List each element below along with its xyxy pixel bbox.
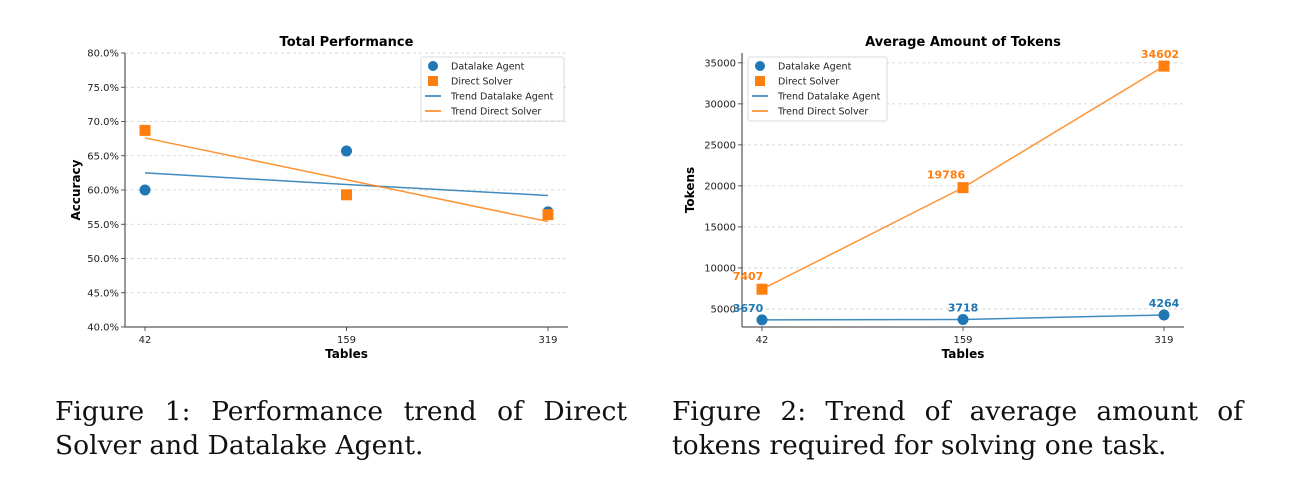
x-tick-label: 42 xyxy=(756,335,769,346)
figure-2-caption: Figure 2: Trend of average amount of tok… xyxy=(672,396,1243,461)
x-tick-label: 159 xyxy=(953,335,972,346)
y-axis-label: Accuracy xyxy=(69,159,83,220)
y-tick-label: 45.0% xyxy=(87,288,119,299)
y-tick-label: 70.0% xyxy=(87,117,119,128)
y-tick-label: 65.0% xyxy=(87,151,119,162)
chart-total-performance: 40.0% 45.0% 50.0% 55.0% 60.0% 65.0% 70.0% 75.0%… xyxy=(0,0,640,380)
legend-box xyxy=(747,56,888,122)
legend-label-direct-solver: Direct Solver xyxy=(778,77,839,88)
legend-label-trend-direct-solver: Trend Direct Solver xyxy=(450,107,541,118)
y-tick-label: 20000 xyxy=(704,181,736,192)
legend-swatch-direct-solver xyxy=(755,76,765,86)
data-point-direct-solver xyxy=(756,283,768,295)
trend-line-trend-datalake-agent xyxy=(144,172,549,197)
legend-label-trend-datalake-agent: Trend Datalake Agent xyxy=(450,92,554,103)
figure-1-caption: Figure 1: Performance trend of Direct So… xyxy=(55,396,627,461)
data-point-direct-solver xyxy=(957,182,969,194)
x-axis-label: Tables xyxy=(942,347,985,361)
data-label-direct-solver: 19786 xyxy=(927,169,966,182)
chart-title: Average Amount of Tokens xyxy=(865,35,1061,50)
data-point-datalake-agent xyxy=(341,145,352,157)
chart-total-performance-svg: 40.0% 45.0% 50.0% 55.0% 60.0% 65.0% 70.0% 75.0%… xyxy=(69,35,568,361)
legend-label-direct-solver: Direct Solver xyxy=(451,77,512,88)
chart-average-tokens: 5000 10000 15000 20000 25000 30000 35000 42 159 3… xyxy=(648,0,1297,380)
x-tick-label: 319 xyxy=(1154,335,1173,346)
y-tick-label: 40.0% xyxy=(87,323,119,334)
data-label-direct-solver: 34602 xyxy=(1141,48,1179,61)
data-label-datalake-agent: 3718 xyxy=(948,301,979,314)
data-point-datalake-agent xyxy=(1158,309,1170,321)
x-tick-label: 159 xyxy=(337,335,356,346)
y-tick-label: 60.0% xyxy=(87,186,119,197)
x-axis-label: Tables xyxy=(325,347,368,361)
legend-swatch-datalake-agent xyxy=(428,61,438,71)
legend-swatch-datalake-agent xyxy=(755,61,765,71)
y-axis-label: Tokens xyxy=(683,167,697,213)
y-tick-label: 50.0% xyxy=(87,254,119,265)
data-label-direct-solver: 7407 xyxy=(733,270,764,283)
data-point-datalake-agent xyxy=(756,314,768,326)
chart-title: Total Performance xyxy=(280,35,414,50)
data-point-datalake-agent xyxy=(957,313,969,325)
y-tick-label: 15000 xyxy=(704,222,736,233)
data-point-direct-solver xyxy=(542,209,554,221)
legend-label-datalake-agent: Datalake Agent xyxy=(778,62,852,73)
data-point-direct-solver xyxy=(341,189,352,201)
data-point-direct-solver xyxy=(139,124,151,136)
y-tick-label: 10000 xyxy=(704,263,736,274)
data-point-datalake-agent xyxy=(139,184,151,196)
y-tick-label: 5000 xyxy=(711,304,736,315)
data-label-datalake-agent: 3670 xyxy=(733,302,764,315)
x-tick-label: 42 xyxy=(139,335,152,346)
data-point-direct-solver xyxy=(1158,60,1170,72)
x-tick-label: 319 xyxy=(538,335,557,346)
legend-box xyxy=(420,56,565,122)
trend-line-trend-direct-solver xyxy=(144,137,549,223)
y-tick-label: 80.0% xyxy=(87,49,119,60)
legend-label-trend-direct-solver: Trend Direct Solver xyxy=(777,107,868,118)
y-tick-label: 55.0% xyxy=(87,220,119,231)
y-tick-label: 35000 xyxy=(704,58,736,69)
legend-label-trend-datalake-agent: Trend Datalake Agent xyxy=(777,92,881,103)
legend-label-datalake-agent: Datalake Agent xyxy=(451,62,525,73)
data-label-datalake-agent: 4264 xyxy=(1149,297,1180,310)
y-tick-label: 75.0% xyxy=(87,83,119,94)
y-tick-label: 30000 xyxy=(704,99,736,110)
y-tick-label: 25000 xyxy=(704,140,736,151)
chart-average-tokens-svg: 5000 10000 15000 20000 25000 30000 35000 42 159 3… xyxy=(683,35,1184,361)
legend-swatch-direct-solver xyxy=(428,76,438,86)
